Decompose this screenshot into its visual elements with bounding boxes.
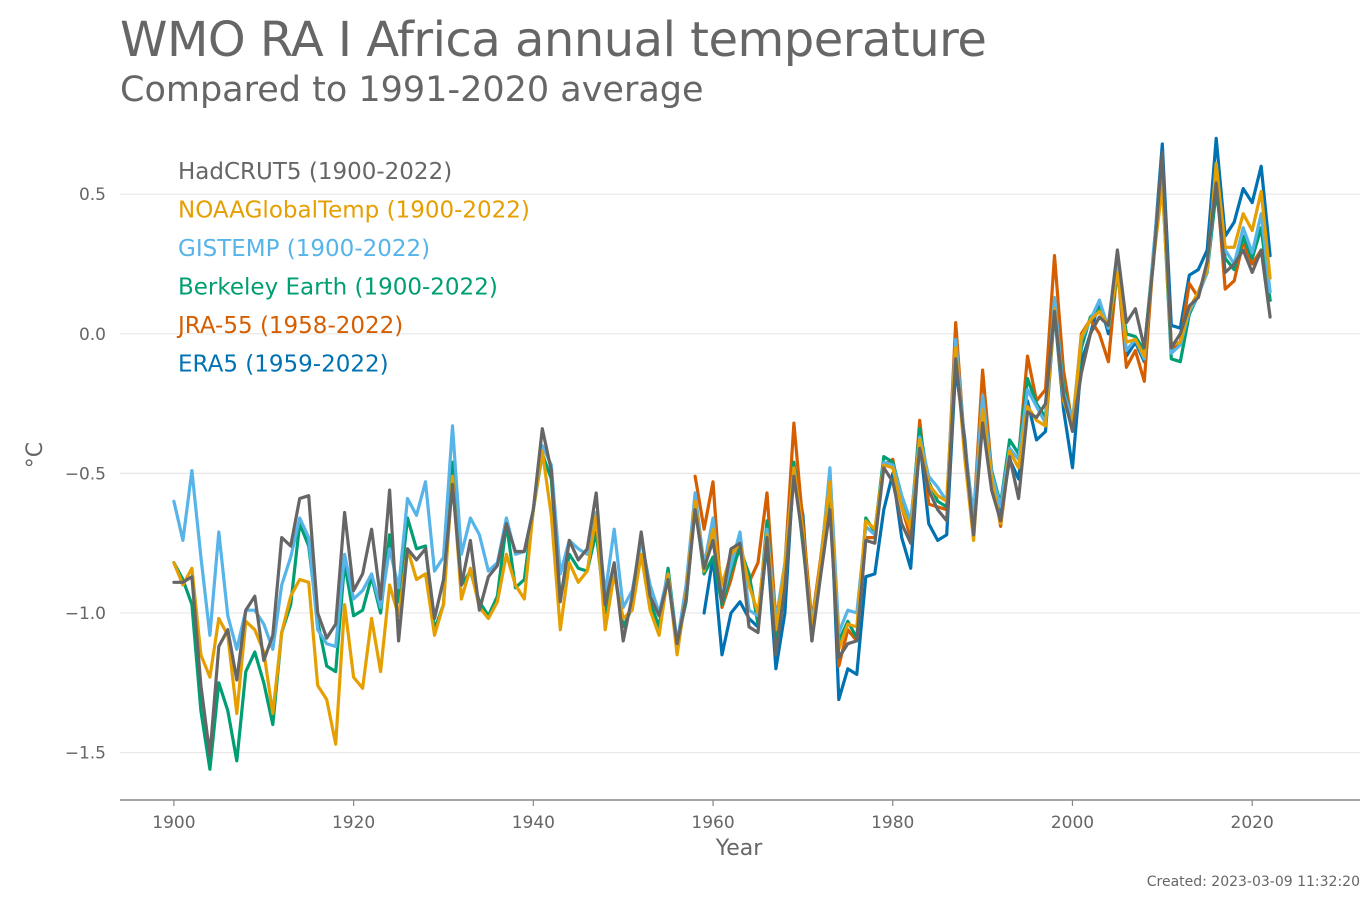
x-tick-label: 1900 (152, 813, 195, 833)
x-tick-label: 2000 (1051, 813, 1094, 833)
grid-lines (120, 193, 1360, 754)
x-tick-label: 1940 (512, 813, 555, 833)
chart-subtitle: Compared to 1991-2020 average (120, 70, 704, 110)
x-tick-label: 1920 (332, 813, 375, 833)
y-axis-label: °C (23, 442, 48, 468)
y-axis-ticks: −1.5 −1.0 −0.5 0.0 0.5 (65, 185, 106, 763)
y-tick-label: 0.5 (79, 185, 106, 205)
legend-entry: HadCRUT5 (1900-2022) (178, 159, 452, 185)
x-axis-ticks: 1900 1920 1940 1960 1980 2000 2020 (152, 800, 1274, 833)
chart-title: WMO RA I Africa annual temperature (120, 12, 987, 68)
x-tick-label: 1960 (691, 813, 734, 833)
x-axis-label: Year (715, 836, 764, 861)
legend-entry: ERA5 (1959-2022) (178, 352, 389, 378)
series-line-hadcrut5 (172, 150, 1272, 757)
legend-entry: Berkeley Earth (1900-2022) (178, 275, 498, 301)
legend-entry: NOAAGlobalTemp (1900-2022) (178, 198, 530, 224)
y-tick-label: −0.5 (65, 464, 106, 484)
series-line-noaaglobaltemp (172, 161, 1272, 746)
legend-entry: GISTEMP (1900-2022) (178, 236, 430, 262)
legend: HadCRUT5 (1900-2022) NOAAGlobalTemp (1900… (176, 159, 530, 378)
x-tick-label: 2020 (1231, 813, 1274, 833)
y-tick-label: −1.0 (65, 604, 106, 624)
y-tick-label: −1.5 (65, 744, 106, 764)
x-tick-label: 1980 (871, 813, 914, 833)
y-tick-label: 0.0 (79, 325, 106, 345)
series-lines (172, 136, 1272, 771)
series-line-jra-55 (693, 170, 1272, 668)
created-timestamp: Created: 2023-03-09 11:32:20 (1146, 874, 1360, 890)
legend-entry: JRA-55 (1958-2022) (176, 313, 403, 339)
